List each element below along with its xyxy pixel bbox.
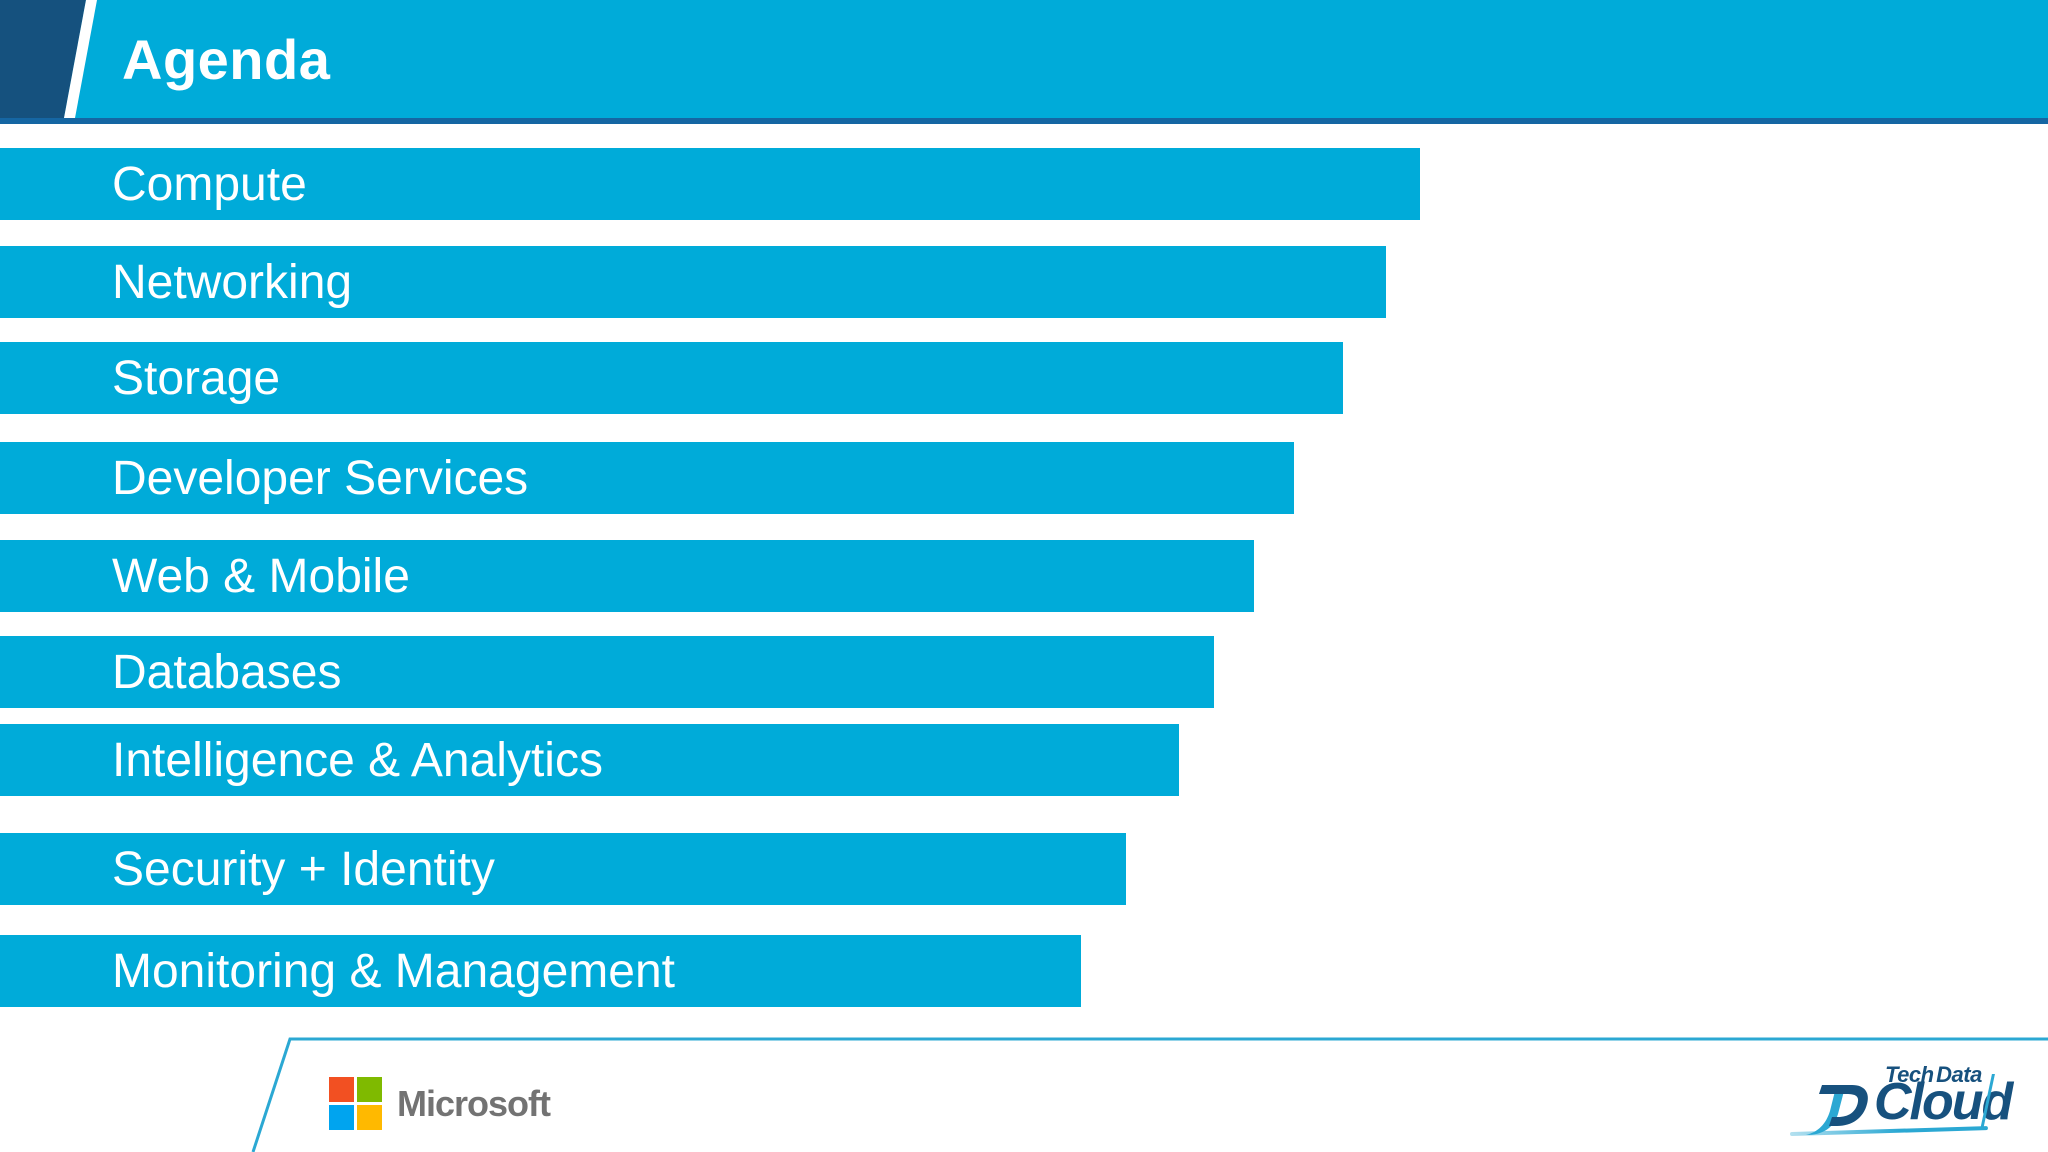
agenda-bar-compute: Compute	[0, 148, 1420, 220]
microsoft-square-yellow	[357, 1105, 382, 1130]
agenda-bar-monitoring-management: Monitoring & Management	[0, 935, 1081, 1007]
agenda-bar-label: Compute	[112, 157, 307, 211]
microsoft-squares-icon	[329, 1077, 382, 1130]
agenda-bar-label: Storage	[112, 351, 281, 405]
agenda-bar-label: Monitoring & Management	[112, 944, 675, 998]
microsoft-square-green	[357, 1077, 382, 1102]
microsoft-square-red	[329, 1077, 354, 1102]
techdata-td-icon	[1806, 1085, 1868, 1135]
agenda-bar-label: Databases	[112, 645, 342, 699]
agenda-bar-networking: Networking	[0, 246, 1386, 318]
agenda-bar-security-identity: Security + Identity	[0, 833, 1126, 905]
agenda-bar-storage: Storage	[0, 342, 1343, 414]
agenda-bar-intelligence-analytics: Intelligence & Analytics	[0, 724, 1179, 796]
agenda-bar-label: Networking	[112, 255, 353, 309]
agenda-bar-web-mobile: Web & Mobile	[0, 540, 1254, 612]
techdata-brand-text: Tech Data	[1885, 1062, 1982, 1087]
header-background	[0, 0, 2048, 118]
agenda-bar-label: Web & Mobile	[112, 549, 410, 603]
microsoft-logo: Microsoft	[329, 1077, 551, 1130]
techdata-cloud-logo: Tech Data Cloud	[1789, 1060, 2020, 1144]
agenda-bar-label: Security + Identity	[112, 842, 495, 896]
agenda-bar-databases: Databases	[0, 636, 1214, 708]
agenda-bar-developer-services: Developer Services	[0, 442, 1294, 514]
agenda-bar-label: Developer Services	[112, 451, 529, 505]
agenda-bar-label: Intelligence & Analytics	[112, 733, 603, 787]
page-title: Agenda	[122, 27, 331, 91]
header-bottom-border	[0, 118, 2048, 124]
microsoft-wordmark: Microsoft	[397, 1082, 551, 1124]
microsoft-square-blue	[329, 1105, 354, 1130]
slide-header: Agenda	[0, 0, 2048, 124]
